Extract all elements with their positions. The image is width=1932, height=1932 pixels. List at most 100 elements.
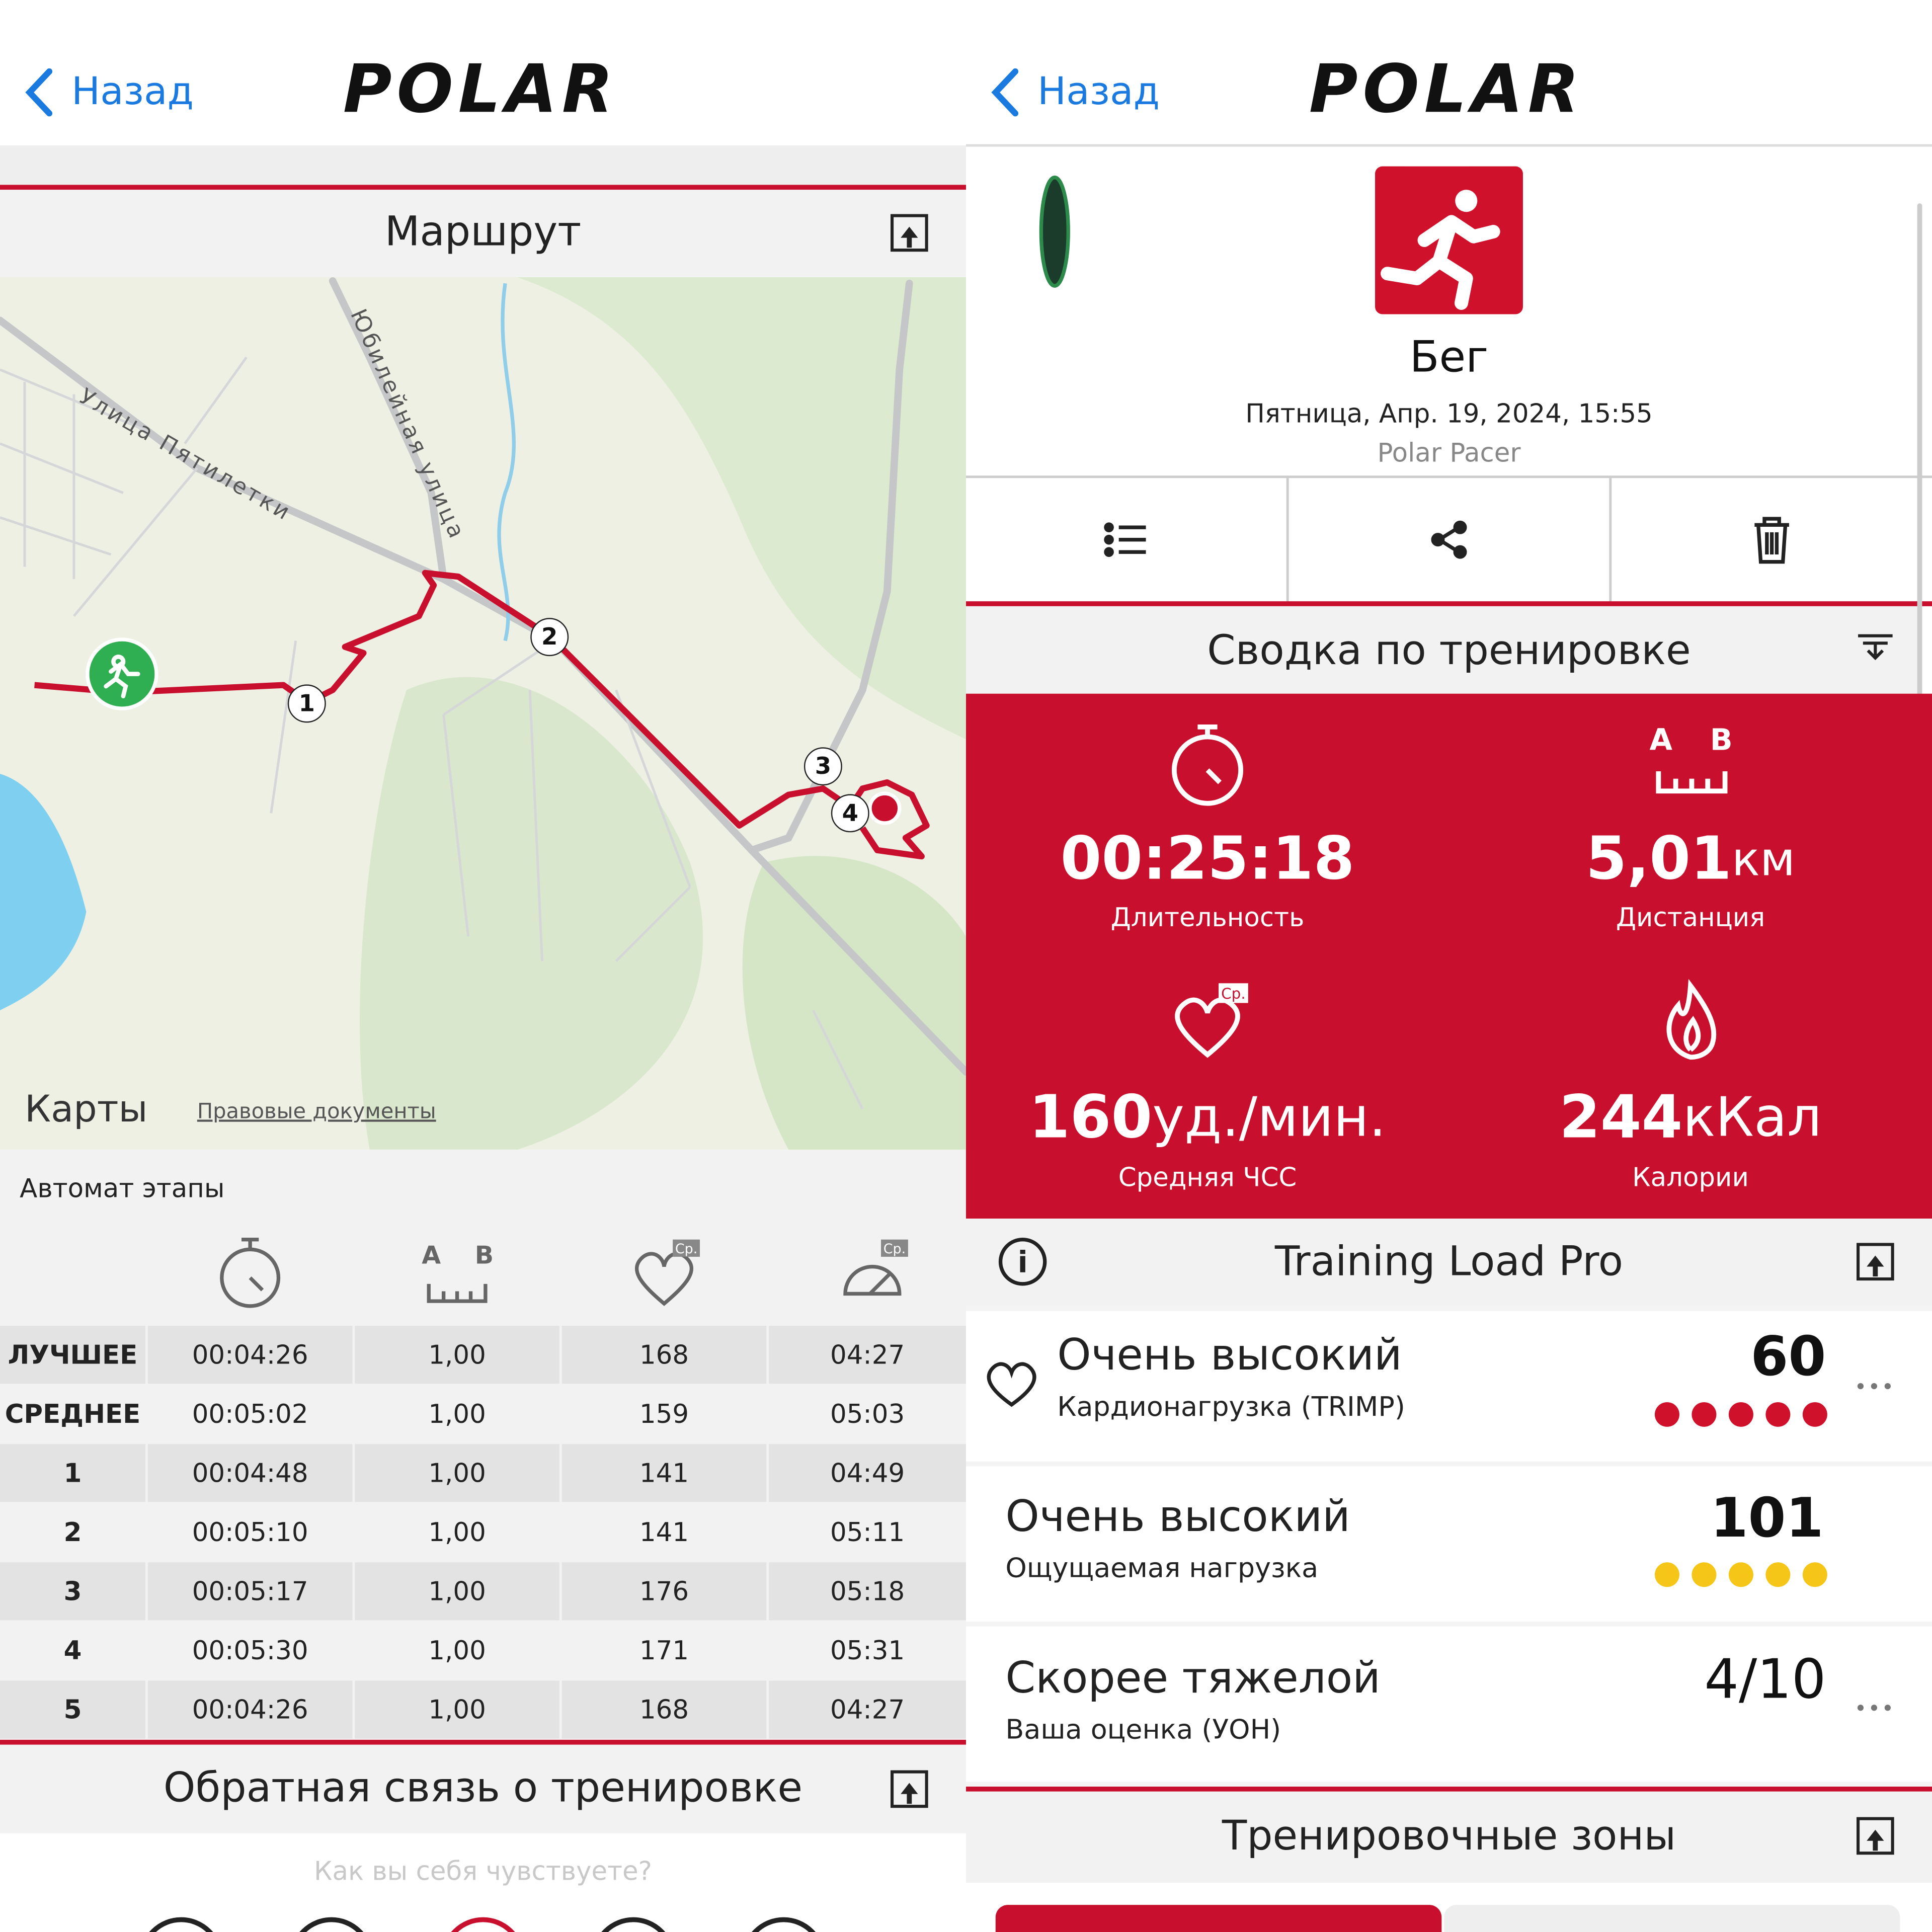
load-level: Очень высокий	[1005, 1491, 1350, 1542]
table-cell	[0, 1326, 145, 1384]
feedback-prompt: Как вы себя чувствуете?	[314, 1856, 652, 1886]
info-button[interactable]: i	[998, 1238, 1047, 1286]
legal-link[interactable]: Правовые документы	[197, 1098, 436, 1123]
row-label: 1	[64, 1458, 82, 1488]
collapse-icon[interactable]	[891, 214, 928, 252]
cell-value: 141	[639, 1458, 689, 1488]
heart-rate-label: Средняя ЧСС	[1118, 1163, 1297, 1193]
cell-value: 05:31	[830, 1636, 905, 1666]
device-name: Polar Pacer	[1377, 438, 1521, 468]
distance-value: 5,01км	[1586, 824, 1795, 893]
cell-value: 1,00	[428, 1458, 486, 1488]
rating-dot	[1765, 1562, 1791, 1587]
table-cell	[147, 1621, 353, 1679]
table-cell	[561, 1621, 767, 1679]
back-chevron[interactable]	[25, 68, 53, 117]
zone-tab[interactable]	[1444, 1905, 1900, 1932]
table-cell	[147, 1680, 353, 1739]
icon-label: Ср.	[675, 1241, 697, 1257]
value: 244	[1559, 1083, 1682, 1152]
load-value: 101	[1711, 1487, 1824, 1550]
table-cell	[355, 1621, 559, 1679]
runner	[1381, 190, 1500, 310]
rating-dot	[1802, 1562, 1827, 1587]
divider	[1609, 478, 1612, 602]
icon-badge	[673, 1239, 700, 1257]
zone-tab[interactable]	[995, 1905, 1442, 1932]
table-cell	[769, 1385, 966, 1443]
back-button[interactable]: Назад	[71, 69, 194, 113]
table-cell	[0, 1621, 145, 1679]
table-cell	[355, 1326, 559, 1384]
cell-value: 1,00	[428, 1399, 486, 1429]
load-label: Ваша оценка (УОН)	[1005, 1713, 1281, 1745]
accent-line	[0, 1739, 966, 1745]
table-cell	[147, 1562, 353, 1621]
divider	[1286, 478, 1289, 602]
rating-dot	[1654, 1562, 1679, 1587]
cell-value: 1,00	[428, 1695, 486, 1725]
cell-value: 05:03	[830, 1399, 905, 1429]
lap-marker	[831, 794, 869, 833]
feeling-options[interactable]	[142, 1917, 823, 1932]
icon-label: B	[1710, 722, 1733, 757]
share-button[interactable]	[1431, 520, 1467, 559]
delete-button[interactable]	[1754, 517, 1789, 564]
lap-marker	[530, 618, 569, 657]
accent-line	[0, 185, 966, 190]
divider	[966, 475, 1932, 478]
cell-value: 159	[639, 1399, 689, 1429]
icon-label: A	[422, 1241, 441, 1269]
section-title: Тренировочные зоны	[1222, 1812, 1676, 1860]
table-cell	[0, 1680, 145, 1739]
lap-icons	[220, 1238, 902, 1308]
table-cell	[0, 1562, 145, 1621]
section-title: Маршрут	[385, 208, 582, 255]
spacer	[0, 145, 966, 185]
summary-icons	[1171, 725, 1728, 1060]
collapse-icon[interactable]	[891, 1770, 928, 1808]
back-chevron[interactable]	[991, 68, 1019, 117]
more-button[interactable]	[1857, 1383, 1891, 1390]
cell-value: 00:04:26	[192, 1695, 308, 1725]
table-cell	[147, 1444, 353, 1502]
row-label: 3	[64, 1577, 82, 1607]
list-button[interactable]	[1104, 522, 1146, 557]
cell-value: 00:05:02	[192, 1399, 308, 1429]
cell-value: 04:49	[830, 1458, 905, 1488]
unit: кКал	[1682, 1086, 1821, 1149]
section-bar	[966, 606, 1917, 694]
rating-dot	[1802, 1402, 1827, 1427]
load-value: 4/10	[1704, 1648, 1826, 1711]
collapse-icon[interactable]	[1857, 1243, 1894, 1281]
back-button[interactable]: Назад	[1037, 69, 1160, 113]
table-cell	[561, 1326, 767, 1384]
cell-value: 05:11	[830, 1517, 905, 1548]
sport-name: Бег	[1410, 332, 1489, 382]
table-cell	[355, 1562, 559, 1621]
table-cell	[769, 1621, 966, 1679]
calories-label: Калории	[1632, 1163, 1749, 1193]
expand-icon[interactable]	[1858, 634, 1893, 661]
table-cell	[0, 1385, 145, 1443]
section-bar	[966, 1219, 1932, 1305]
cell-value: 00:05:17	[192, 1577, 308, 1607]
table-cell	[147, 1326, 353, 1384]
duration-label: Длительность	[1111, 903, 1305, 933]
more-button[interactable]	[1857, 1705, 1891, 1711]
heart-rate-value: 160уд./мин.	[1029, 1083, 1386, 1152]
load-row	[966, 1466, 1932, 1622]
load-label: Ощущаемая нагрузка	[1005, 1552, 1318, 1584]
table-cell	[561, 1503, 767, 1561]
lap-marker	[287, 684, 326, 723]
device-icon	[1039, 175, 1070, 288]
table-cell	[561, 1562, 767, 1621]
table-cell	[561, 1385, 767, 1443]
cell-value: 1,00	[428, 1517, 486, 1548]
table-cell	[561, 1444, 767, 1502]
load-level: Скорее тяжелой	[1005, 1653, 1380, 1703]
collapse-icon[interactable]	[1857, 1817, 1894, 1855]
cell-value: 00:04:48	[192, 1458, 308, 1488]
